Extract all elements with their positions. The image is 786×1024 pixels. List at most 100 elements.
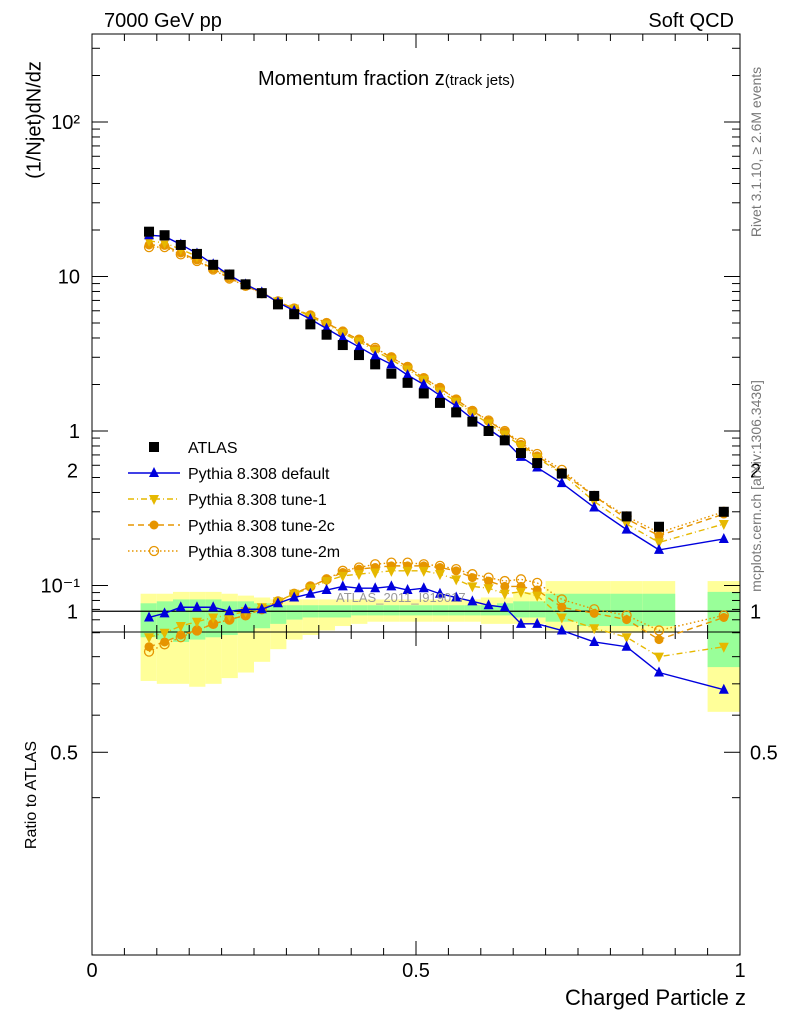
legend-item: ATLAS bbox=[149, 440, 238, 457]
ratio-point bbox=[483, 599, 494, 610]
y-tick-label: 1 bbox=[69, 421, 80, 443]
top-panel-frame bbox=[91, 33, 741, 633]
data-point bbox=[159, 230, 170, 241]
ratio-point bbox=[208, 601, 219, 612]
legend-label: Pythia 8.308 tune-2m bbox=[188, 544, 340, 561]
chart-title-main: Momentum fraction z bbox=[258, 68, 445, 90]
data-point bbox=[556, 477, 567, 488]
legend-item: Pythia 8.308 default bbox=[128, 466, 330, 483]
data-point bbox=[418, 378, 429, 389]
ratio-point bbox=[191, 617, 202, 628]
ratio-point bbox=[654, 666, 664, 677]
data-point bbox=[353, 340, 364, 351]
ratio-point bbox=[532, 617, 543, 628]
data-point bbox=[718, 520, 729, 531]
chart-title-sub: (track jets) bbox=[444, 72, 515, 89]
ratio-point bbox=[289, 591, 300, 602]
band-green bbox=[707, 591, 740, 668]
legend: ATLAS Pythia 8.308 default Pythia 8.308 tu… bbox=[128, 440, 340, 561]
ratio-point bbox=[272, 597, 283, 608]
data-point bbox=[654, 531, 664, 541]
ratio-point bbox=[451, 575, 462, 586]
ratio-point bbox=[653, 625, 665, 636]
ratio-point bbox=[418, 566, 429, 577]
data-point bbox=[305, 319, 316, 330]
ratio-point bbox=[515, 617, 526, 628]
data-point bbox=[337, 340, 348, 351]
data-point bbox=[240, 279, 251, 290]
ratio-point bbox=[621, 633, 632, 644]
ratio-point bbox=[556, 624, 567, 635]
data-point bbox=[467, 416, 478, 427]
ratio-point bbox=[386, 566, 397, 577]
ratio-point bbox=[176, 630, 186, 640]
ratio-tick-label-right: 2 bbox=[750, 460, 761, 482]
ratio-point bbox=[353, 582, 364, 593]
data-point bbox=[337, 331, 348, 342]
ratio-point bbox=[402, 566, 413, 577]
ratio-point bbox=[589, 608, 599, 618]
tick-labels: 0 0.5 1 10⁻¹ 1 10 10² 0.5 0.5 1 1 2 2 bbox=[41, 112, 778, 982]
ratio-point bbox=[719, 612, 729, 622]
ratio-point bbox=[621, 640, 632, 651]
x-axis-label: Charged Particle z bbox=[565, 985, 746, 1010]
ratio-point bbox=[208, 613, 219, 624]
ratio-point bbox=[370, 568, 381, 579]
ratio-point bbox=[435, 563, 445, 573]
ratio-point bbox=[144, 611, 155, 622]
x-tick-label: 0 bbox=[86, 960, 97, 982]
y-axis-label: (1/Njet)dN/dz bbox=[23, 61, 46, 179]
band-green bbox=[367, 605, 384, 616]
band-green bbox=[464, 605, 481, 616]
ratio-point bbox=[160, 637, 170, 647]
ratio-line bbox=[148, 585, 724, 691]
x-tick-label: 0.5 bbox=[402, 960, 430, 982]
ratio-axis-label: Ratio to ATLAS bbox=[23, 740, 40, 850]
data-point bbox=[208, 259, 219, 270]
ratio-point bbox=[337, 580, 348, 591]
legend-label: Pythia 8.308 tune-2c bbox=[188, 518, 335, 535]
ratio-point bbox=[589, 624, 600, 635]
data-point bbox=[144, 226, 155, 237]
data-point bbox=[556, 468, 567, 479]
ratio-point bbox=[718, 683, 729, 694]
band-green bbox=[529, 601, 546, 618]
legend-marker bbox=[149, 442, 159, 452]
ratio-point bbox=[240, 603, 251, 614]
ratio-point bbox=[192, 625, 202, 635]
data-point bbox=[654, 543, 664, 554]
data-point bbox=[483, 426, 494, 436]
data-point bbox=[515, 441, 526, 452]
ratio-point bbox=[337, 571, 348, 582]
data-point bbox=[589, 501, 600, 512]
band-green bbox=[513, 601, 530, 618]
data-point bbox=[654, 538, 664, 549]
ratio-point bbox=[159, 628, 170, 639]
rivet-label: Rivet 3.1.10, ≥ 2.6M events bbox=[748, 66, 764, 238]
legend-item: Pythia 8.308 tune-1 bbox=[128, 492, 327, 509]
band-green bbox=[448, 605, 465, 616]
energy-label: 7000 GeV pp bbox=[104, 10, 222, 32]
ratio-point bbox=[467, 595, 478, 606]
x-tick-label: 1 bbox=[734, 960, 745, 982]
data-point bbox=[589, 490, 600, 501]
ratio-point bbox=[370, 582, 381, 593]
band-green bbox=[270, 605, 287, 624]
band-green bbox=[432, 605, 449, 616]
data-point bbox=[451, 407, 462, 418]
ratio-point bbox=[589, 635, 600, 646]
process-label: Soft QCD bbox=[648, 10, 734, 32]
legend-marker bbox=[149, 520, 159, 530]
ratio-tick-label-right: 1 bbox=[750, 601, 761, 623]
series-atlas bbox=[144, 226, 729, 532]
ratio-point bbox=[321, 584, 332, 595]
data-point bbox=[386, 368, 397, 379]
ratio-point bbox=[622, 615, 632, 625]
legend-label: Pythia 8.308 default bbox=[188, 466, 330, 483]
data-point bbox=[289, 309, 300, 320]
band-green bbox=[286, 605, 303, 620]
data-point bbox=[272, 299, 283, 310]
mcplots-label: mcplots.cern.ch [arXiv:1306.3436] bbox=[748, 380, 764, 592]
ratio-point bbox=[144, 642, 154, 652]
